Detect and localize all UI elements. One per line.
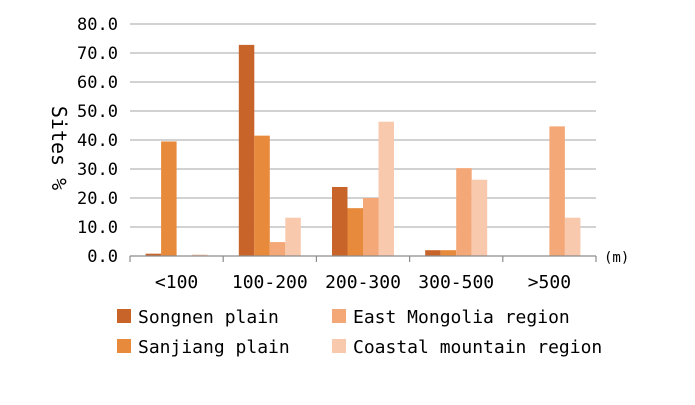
x-axis-unit: (m) xyxy=(604,250,629,266)
y-tick-label: 50.0 xyxy=(77,102,118,122)
bar-east-mongolia-region xyxy=(363,198,379,256)
bar-songnen-plain xyxy=(238,44,255,256)
y-tick-label: 60.0 xyxy=(77,73,118,93)
legend-swatch xyxy=(117,309,131,323)
x-category-label: <100 xyxy=(155,272,198,293)
bar-coastal-mountain-region xyxy=(471,179,488,256)
y-tick-label: 0.0 xyxy=(87,247,118,267)
legend-label: Coastal mountain region xyxy=(353,337,602,358)
bar-sanjiang-plain xyxy=(161,141,177,256)
bar-east-mongolia-region xyxy=(456,168,472,256)
bar-coastal-mountain-region xyxy=(378,121,394,256)
legend-label: East Mongolia region xyxy=(353,307,570,328)
bar-sanjiang-plain xyxy=(254,135,270,256)
bar-songnen-plain xyxy=(332,186,348,256)
legend-swatch xyxy=(117,339,131,353)
bar-coastal-mountain-region xyxy=(564,217,581,256)
y-tick-label: 70.0 xyxy=(77,44,118,64)
y-tick-label: 20.0 xyxy=(77,189,118,209)
x-category-label: >500 xyxy=(528,272,571,293)
bar-songnen-plain xyxy=(425,250,441,256)
x-axis-category-ticks: <100 100-200 200-300 300-500 >500 xyxy=(129,256,597,293)
x-category-label: 100-200 xyxy=(232,272,308,293)
bar-sanjiang-plain xyxy=(347,208,363,256)
bar-east-mongolia-region xyxy=(269,242,286,256)
x-category-label: 200-300 xyxy=(325,272,401,293)
bar-sanjiang-plain xyxy=(440,250,457,256)
legend-label: Sanjiang plain xyxy=(138,337,290,358)
y-axis-ticks: 0.0 10.0 20.0 30.0 40.0 50.0 60.0 70.0 80.0 xyxy=(77,15,118,267)
x-category-label: 300-500 xyxy=(418,272,494,293)
bar-coastal-mountain-region xyxy=(285,217,301,256)
legend-swatch xyxy=(332,309,346,323)
bar-coastal-mountain-region xyxy=(192,254,208,256)
legend: Songnen plain Sanjiang plain East Mongolia… xyxy=(117,307,602,358)
bars xyxy=(145,44,581,257)
bar-songnen-plain xyxy=(145,253,162,256)
legend-swatch xyxy=(332,339,346,353)
gridlines xyxy=(130,23,596,228)
y-tick-label: 40.0 xyxy=(77,131,118,151)
bar-east-mongolia-region xyxy=(549,126,565,257)
y-tick-label: 30.0 xyxy=(77,160,118,180)
legend-label: Songnen plain xyxy=(138,307,279,328)
y-tick-label: 10.0 xyxy=(77,218,118,238)
y-tick-label: 80.0 xyxy=(77,15,118,35)
y-axis-title: Sites % xyxy=(47,106,71,190)
